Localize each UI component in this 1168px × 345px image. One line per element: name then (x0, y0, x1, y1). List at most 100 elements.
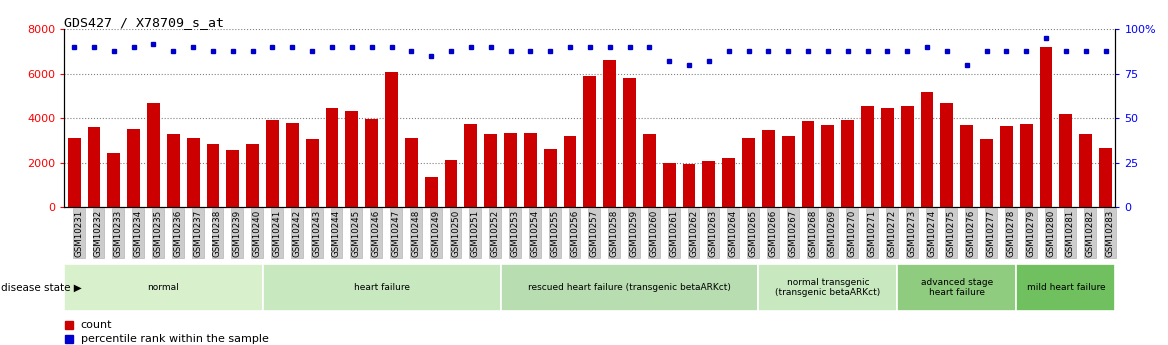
Bar (801, 121, 814, 207)
Bar (758, 264, 897, 310)
Bar (1059, 114, 1072, 207)
Bar (1020, 124, 1033, 207)
Text: GSM10236: GSM10236 (173, 210, 182, 257)
Text: GSM10277: GSM10277 (987, 210, 995, 257)
Bar (207, 144, 220, 207)
Bar (722, 158, 735, 207)
Text: GSM10263: GSM10263 (709, 210, 718, 257)
Text: GSM10238: GSM10238 (213, 210, 222, 257)
Bar (485, 134, 498, 207)
Bar (445, 160, 458, 207)
Bar (346, 111, 359, 207)
Text: GSM10245: GSM10245 (352, 210, 361, 257)
Text: GSM10252: GSM10252 (491, 210, 500, 257)
Bar (88, 127, 100, 207)
Text: GSM10279: GSM10279 (1027, 210, 1035, 257)
Bar (821, 125, 834, 207)
Text: GSM10273: GSM10273 (908, 210, 916, 257)
Text: GSM10237: GSM10237 (193, 210, 202, 257)
Text: percentile rank within the sample: percentile rank within the sample (81, 334, 269, 344)
Text: mild heart failure: mild heart failure (1027, 283, 1105, 292)
Bar (603, 60, 616, 207)
Bar (524, 132, 537, 207)
Bar (366, 119, 378, 207)
Text: GSM10253: GSM10253 (510, 210, 520, 257)
Bar (742, 138, 755, 207)
Bar (841, 120, 854, 207)
Bar (960, 125, 973, 207)
Bar (662, 162, 675, 207)
Text: GSM10264: GSM10264 (729, 210, 738, 257)
Bar (425, 177, 438, 207)
Text: GSM10247: GSM10247 (391, 210, 401, 257)
Text: GSM10254: GSM10254 (530, 210, 540, 257)
Text: GSM10276: GSM10276 (967, 210, 975, 257)
Text: GSM10256: GSM10256 (570, 210, 579, 257)
Text: GSM10278: GSM10278 (1007, 210, 1015, 257)
Text: GSM10262: GSM10262 (689, 210, 698, 257)
Bar (980, 139, 993, 207)
Text: normal transgenic
(transgenic betaARKct): normal transgenic (transgenic betaARKct) (776, 277, 881, 297)
Bar (306, 139, 319, 207)
Text: GSM10270: GSM10270 (848, 210, 856, 257)
Bar (1099, 148, 1112, 207)
Bar (505, 132, 517, 207)
Text: GSM10232: GSM10232 (93, 210, 103, 257)
Text: GSM10274: GSM10274 (927, 210, 936, 257)
Text: GSM10255: GSM10255 (550, 210, 559, 257)
Bar (68, 138, 81, 207)
Text: GSM10235: GSM10235 (153, 210, 162, 257)
Text: GSM10269: GSM10269 (828, 210, 836, 257)
Text: GSM10261: GSM10261 (669, 210, 679, 257)
Bar (266, 120, 279, 207)
Text: GSM10275: GSM10275 (947, 210, 955, 257)
Text: GSM10272: GSM10272 (888, 210, 896, 257)
Bar (263, 264, 501, 310)
Text: GSM10246: GSM10246 (371, 210, 381, 257)
Text: GSM10266: GSM10266 (769, 210, 778, 257)
Text: count: count (81, 320, 112, 330)
Text: GSM10251: GSM10251 (471, 210, 480, 257)
Bar (1000, 126, 1013, 207)
Text: GSM10257: GSM10257 (590, 210, 599, 257)
Text: GSM10233: GSM10233 (113, 210, 123, 257)
Bar (940, 102, 953, 207)
Text: GSM10244: GSM10244 (332, 210, 341, 257)
Text: GSM10242: GSM10242 (292, 210, 301, 257)
Text: GSM10243: GSM10243 (312, 210, 321, 257)
Bar (326, 108, 339, 207)
Bar (564, 136, 577, 207)
Text: GSM10241: GSM10241 (272, 210, 281, 257)
Text: GSM10282: GSM10282 (1086, 210, 1094, 257)
Bar (861, 106, 874, 207)
Bar (405, 138, 418, 207)
Bar (227, 150, 239, 207)
Text: GSM10250: GSM10250 (451, 210, 460, 257)
Text: GSM10281: GSM10281 (1066, 210, 1075, 257)
Bar (623, 78, 635, 207)
Text: GSM10268: GSM10268 (808, 210, 816, 257)
Bar (246, 144, 259, 207)
Bar (682, 164, 695, 207)
Text: GSM10260: GSM10260 (649, 210, 659, 257)
Bar (107, 152, 120, 207)
Bar (762, 130, 774, 207)
Text: GSM10271: GSM10271 (868, 210, 876, 257)
Text: GDS427 / X78709_s_at: GDS427 / X78709_s_at (64, 16, 224, 29)
Text: GSM10280: GSM10280 (1047, 210, 1055, 257)
Bar (167, 134, 180, 207)
Bar (385, 71, 398, 207)
Bar (920, 91, 933, 207)
Text: GSM10234: GSM10234 (133, 210, 142, 257)
Text: GSM10265: GSM10265 (749, 210, 758, 257)
Bar (1016, 264, 1115, 310)
Bar (781, 136, 794, 207)
Bar (465, 124, 478, 207)
Bar (127, 129, 140, 207)
Text: GSM10267: GSM10267 (788, 210, 798, 257)
Text: disease state ▶: disease state ▶ (1, 283, 82, 293)
Text: advanced stage
heart failure: advanced stage heart failure (920, 277, 993, 297)
Bar (642, 134, 655, 207)
Text: normal: normal (147, 283, 179, 292)
Bar (897, 264, 1016, 310)
